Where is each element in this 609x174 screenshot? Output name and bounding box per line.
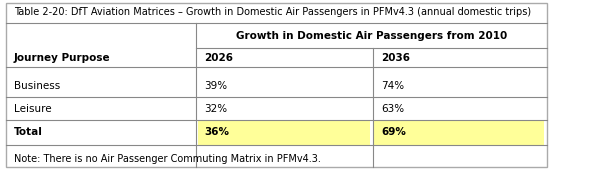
Text: 63%: 63%: [381, 104, 404, 114]
FancyBboxPatch shape: [5, 3, 546, 167]
Text: 39%: 39%: [204, 81, 227, 91]
Text: Leisure: Leisure: [14, 104, 51, 114]
Text: 2026: 2026: [204, 53, 233, 63]
Text: 69%: 69%: [381, 127, 406, 137]
Text: 2036: 2036: [381, 53, 410, 63]
FancyBboxPatch shape: [375, 121, 544, 145]
FancyBboxPatch shape: [198, 121, 370, 145]
Text: Total: Total: [14, 127, 43, 137]
Text: Note: There is no Air Passenger Commuting Matrix in PFMv4.3.: Note: There is no Air Passenger Commutin…: [14, 154, 321, 164]
Text: 74%: 74%: [381, 81, 404, 91]
Text: Growth in Domestic Air Passengers from 2010: Growth in Domestic Air Passengers from 2…: [236, 31, 507, 41]
Text: Journey Purpose: Journey Purpose: [14, 53, 110, 63]
Text: 36%: 36%: [204, 127, 229, 137]
Text: Table 2-20: DfT Aviation Matrices – Growth in Domestic Air Passengers in PFMv4.3: Table 2-20: DfT Aviation Matrices – Grow…: [14, 7, 531, 17]
Text: 32%: 32%: [204, 104, 227, 114]
Text: Business: Business: [14, 81, 60, 91]
